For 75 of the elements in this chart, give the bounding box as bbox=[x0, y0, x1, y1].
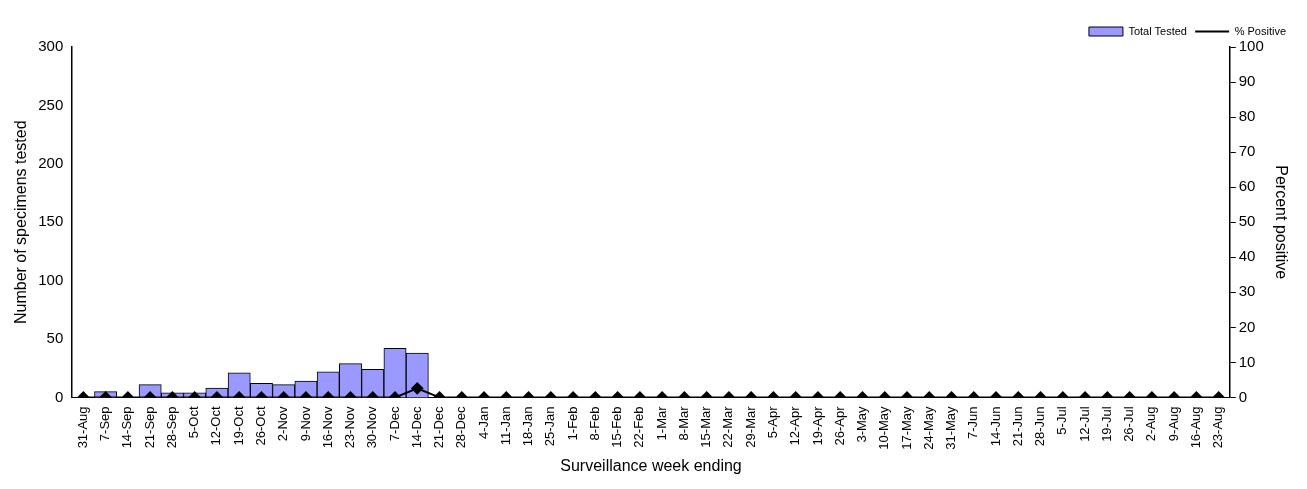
x-tick-label: 30-Nov bbox=[364, 405, 380, 449]
y2-tick-label: 0 bbox=[1238, 387, 1248, 405]
x-tick-label: 9-Aug bbox=[1165, 406, 1181, 442]
y2-axis-title: Percent positive bbox=[1272, 165, 1290, 280]
x-tick-label: 5-Oct bbox=[186, 406, 202, 439]
x-tick-label: 12-Oct bbox=[208, 406, 224, 446]
y-tick-label: 150 bbox=[38, 212, 64, 230]
y-tick-label: 100 bbox=[38, 270, 64, 288]
y-tick-label: 0 bbox=[54, 387, 64, 405]
x-tick-label: 26-Jul bbox=[1121, 406, 1137, 442]
x-tick-label: 17-May bbox=[898, 405, 914, 450]
x-tick-label: 3-May bbox=[854, 405, 870, 443]
x-tick-label: 15-Mar bbox=[698, 405, 714, 448]
y2-tick-label: 10 bbox=[1238, 352, 1256, 370]
x-tick-label: 26-Apr bbox=[831, 405, 847, 446]
x-tick-label: 4-Jan bbox=[475, 406, 491, 439]
x-tick-label: 2-Aug bbox=[1143, 406, 1159, 442]
x-tick-label: 7-Dec bbox=[386, 405, 402, 442]
x-tick-label: 19-Oct bbox=[230, 406, 246, 446]
x-tick-label: 28-Sep bbox=[163, 406, 179, 449]
x-tick-label: 5-Jul bbox=[1054, 406, 1070, 435]
y2-tick-label: 80 bbox=[1238, 107, 1256, 125]
x-tick-label: 14-Sep bbox=[119, 406, 135, 449]
y2-tick-label: 60 bbox=[1238, 177, 1256, 195]
x-tick-label: 19-Apr bbox=[809, 405, 825, 446]
x-tick-label: 29-Mar bbox=[742, 405, 758, 448]
legend-label: Total Tested bbox=[1128, 24, 1187, 37]
x-tick-label: 24-May bbox=[920, 405, 936, 450]
x-tick-label: 1-Mar bbox=[653, 405, 669, 441]
x-tick-label: 7-Jun bbox=[965, 406, 981, 439]
x-tick-label: 10-May bbox=[876, 405, 892, 450]
y2-tick-label: 30 bbox=[1238, 282, 1256, 300]
y2-tick-label: 100 bbox=[1238, 37, 1264, 55]
x-tick-label: 31-May bbox=[943, 405, 959, 450]
x-tick-label: 31-Aug bbox=[74, 406, 90, 449]
x-tick-label: 18-Jan bbox=[520, 406, 536, 447]
y2-tick-label: 90 bbox=[1238, 72, 1256, 90]
x-tick-label: 1-Feb bbox=[564, 406, 580, 441]
y-tick-label: 250 bbox=[38, 95, 64, 113]
x-tick-label: 5-Apr bbox=[765, 405, 781, 439]
x-tick-label: 11-Jan bbox=[497, 406, 513, 446]
x-tick-label: 12-Jul bbox=[1076, 406, 1092, 442]
x-tick-label: 16-Nov bbox=[319, 405, 335, 449]
x-tick-label: 28-Dec bbox=[453, 405, 469, 449]
x-tick-label: 21-Sep bbox=[141, 406, 157, 449]
y2-tick-label: 50 bbox=[1238, 212, 1256, 230]
x-axis-title: Surveillance week ending bbox=[560, 456, 742, 474]
x-tick-label: 21-Jun bbox=[1009, 406, 1025, 447]
x-tick-label: 14-Jun bbox=[987, 406, 1003, 447]
x-tick-label: 16-Aug bbox=[1187, 406, 1203, 449]
x-tick-label: 14-Dec bbox=[408, 405, 424, 449]
x-tick-label: 2-Nov bbox=[275, 405, 291, 442]
y2-tick-label: 40 bbox=[1238, 247, 1256, 265]
y-tick-label: 300 bbox=[38, 37, 64, 55]
y-tick-label: 50 bbox=[46, 329, 64, 347]
x-tick-label: 22-Mar bbox=[720, 405, 736, 448]
x-tick-label: 23-Aug bbox=[1210, 406, 1226, 449]
y-tick-label: 200 bbox=[38, 153, 64, 171]
x-tick-label: 8-Mar bbox=[675, 405, 691, 441]
x-tick-label: 21-Dec bbox=[431, 405, 447, 449]
x-tick-label: 9-Nov bbox=[297, 405, 313, 442]
x-tick-label: 26-Oct bbox=[253, 406, 269, 446]
y-axis-title: Number of specimens tested bbox=[12, 120, 30, 325]
x-tick-label: 25-Jan bbox=[542, 406, 558, 447]
x-tick-label: 12-Apr bbox=[787, 405, 803, 446]
y2-tick-label: 20 bbox=[1238, 317, 1256, 335]
x-tick-label: 15-Feb bbox=[609, 406, 625, 448]
x-tick-label: 22-Feb bbox=[631, 406, 647, 448]
legend-label: % Positive bbox=[1234, 24, 1287, 37]
y2-tick-label: 70 bbox=[1238, 142, 1256, 160]
x-tick-label: 7-Sep bbox=[97, 406, 113, 442]
x-tick-label: 8-Feb bbox=[586, 406, 602, 441]
x-tick-label: 23-Nov bbox=[342, 405, 358, 449]
x-tick-label: 19-Jul bbox=[1098, 406, 1114, 442]
x-tick-label: 28-Jun bbox=[1032, 406, 1048, 447]
